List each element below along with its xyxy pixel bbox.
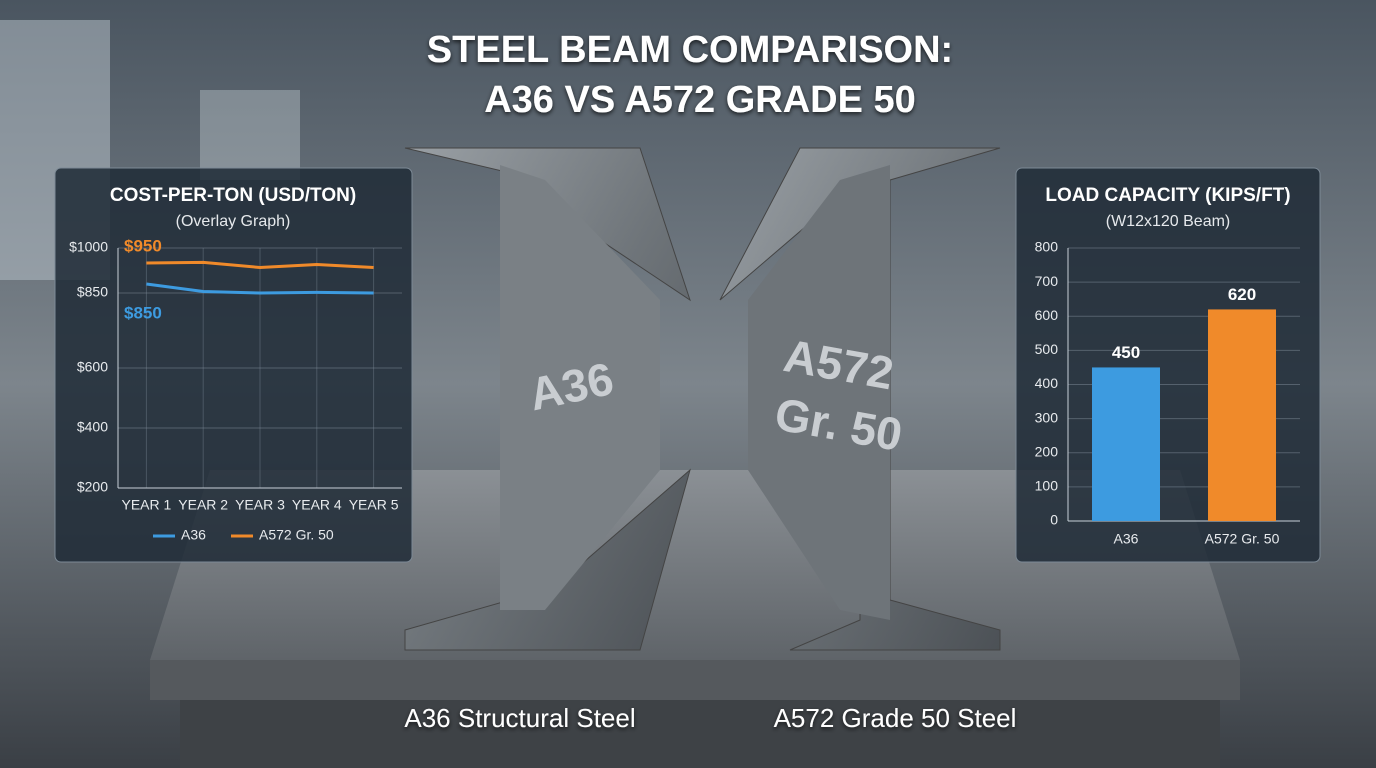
table-frame [180,700,1220,768]
legend-label: A36 [181,527,206,543]
y-tick-label: 100 [1035,478,1059,494]
chart-title: COST-PER-TON (USD/TON) [110,185,356,206]
x-tick-label: A572 Gr. 50 [1205,531,1280,547]
series-label: $950 [124,236,162,255]
main-title: STEEL BEAM COMPARISON: [427,29,953,71]
bar [1092,367,1160,521]
x-tick-label: A36 [1114,531,1139,547]
bar [1208,309,1276,521]
beam-web [500,165,660,610]
chart-title: LOAD CAPACITY (KIPS/FT) [1045,185,1290,206]
value-label: 450 [1112,343,1140,362]
x-tick-label: YEAR 1 [121,497,171,513]
y-tick-label: 600 [1035,307,1059,323]
table-top [150,470,1240,660]
x-tick-label: YEAR 4 [292,497,342,513]
y-tick-label: 300 [1035,409,1059,425]
chart-subtitle: (W12x120 Beam) [1106,213,1231,230]
y-tick-label: $850 [77,284,108,300]
x-tick-label: YEAR 3 [235,497,285,513]
y-tick-label: 700 [1035,273,1059,289]
chart-subtitle: (Overlay Graph) [176,213,291,230]
x-tick-label: YEAR 2 [178,497,228,513]
main-title: A36 VS A572 GRADE 50 [484,79,916,121]
beam-caption: A36 Structural Steel [404,703,635,733]
value-label: 620 [1228,285,1256,304]
y-tick-label: $400 [77,419,108,435]
y-tick-label: 200 [1035,443,1059,459]
series-line [146,282,374,295]
legend-label: A572 Gr. 50 [259,527,334,543]
y-tick-label: $200 [77,479,108,495]
y-tick-label: 500 [1035,341,1059,357]
x-tick-label: YEAR 5 [349,497,399,513]
series-line [146,260,374,270]
beam-caption: A572 Grade 50 Steel [774,703,1017,733]
y-tick-label: $1000 [69,239,108,255]
beam-web [748,165,890,620]
series-label: $850 [124,303,162,322]
chart-panel [54,167,413,563]
table-edge [150,660,1240,700]
y-tick-label: $600 [77,359,108,375]
y-tick-label: 400 [1035,375,1059,391]
y-tick-label: 0 [1050,512,1058,528]
window [200,90,300,180]
y-tick-label: 800 [1035,239,1059,255]
